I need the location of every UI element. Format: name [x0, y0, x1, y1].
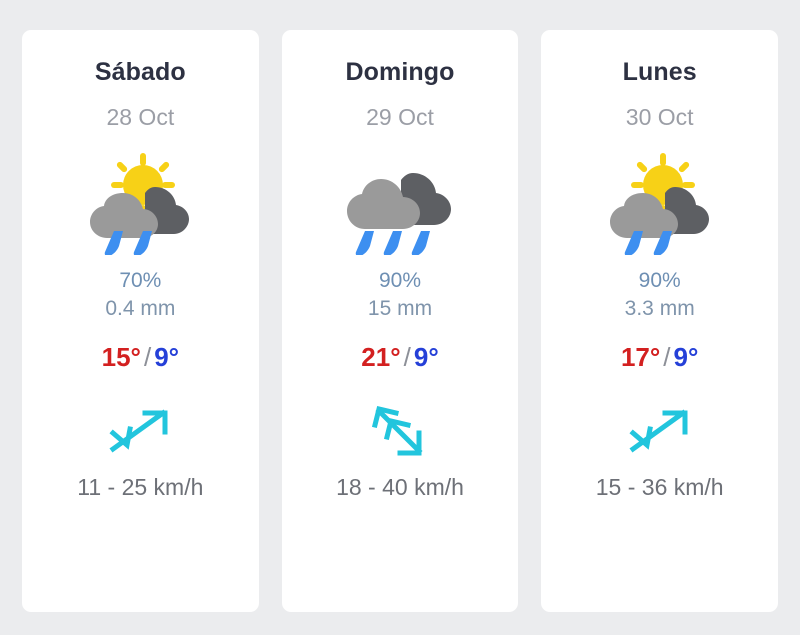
day-date: 30 Oct — [625, 104, 694, 130]
temperature-min: 9° — [413, 341, 439, 372]
weather-icon-wrap — [81, 151, 199, 255]
sun-behind-rain-cloud-icon — [90, 153, 190, 255]
temperature-separator: / — [403, 341, 411, 372]
temperature-max: 17° — [620, 341, 661, 372]
precipitation-amount: 15 mm — [367, 296, 433, 320]
temperature-separator: / — [663, 341, 671, 372]
temperature-range: 21°/9° — [361, 344, 438, 370]
day-name: Lunes — [622, 58, 697, 86]
wind-speed: 11 - 25 km/h — [77, 473, 204, 500]
forecast-day-card[interactable]: Sábado 28 Oct — [22, 30, 259, 612]
temperature-max: 15° — [101, 341, 141, 372]
temperature-min: 9° — [673, 341, 699, 372]
precipitation-amount: 0.4 mm — [105, 296, 176, 320]
rain-cloud-icon — [347, 173, 451, 255]
forecast-day-card[interactable]: Domingo 29 Oct 90% 15 mm 21°/9° — [281, 30, 519, 612]
wind-arrow-wrap — [621, 400, 699, 462]
wind-arrow-northeast-icon — [109, 409, 168, 453]
precipitation-probability: 90% — [638, 269, 681, 292]
wind-speed: 18 - 40 km/h — [336, 473, 464, 500]
temperature-max: 21° — [361, 341, 401, 372]
temperature-range: 17°/9° — [621, 344, 698, 370]
day-name: Domingo — [345, 58, 455, 86]
wind-arrow-wrap — [361, 400, 439, 462]
sun-behind-rain-cloud-icon — [609, 153, 709, 255]
precipitation-amount: 3.3 mm — [624, 296, 695, 320]
precipitation-probability: 90% — [378, 269, 422, 292]
day-date: 29 Oct — [366, 104, 434, 130]
weather-icon-wrap — [601, 151, 719, 255]
day-date: 28 Oct — [106, 104, 175, 130]
wind-speed: 15 - 36 km/h — [595, 473, 724, 500]
temperature-range: 15°/9° — [102, 344, 179, 370]
wind-arrow-southeast-icon — [371, 405, 423, 456]
forecast-day-card[interactable]: Lunes 30 Oct — [541, 30, 779, 612]
day-name: Sábado — [94, 58, 186, 86]
temperature-separator: / — [143, 341, 152, 372]
precipitation-probability: 70% — [119, 269, 162, 292]
weather-icon-wrap — [341, 151, 459, 255]
temperature-min: 9° — [154, 341, 180, 372]
wind-arrow-northeast-icon — [629, 409, 688, 453]
wind-arrow-wrap — [101, 400, 179, 462]
